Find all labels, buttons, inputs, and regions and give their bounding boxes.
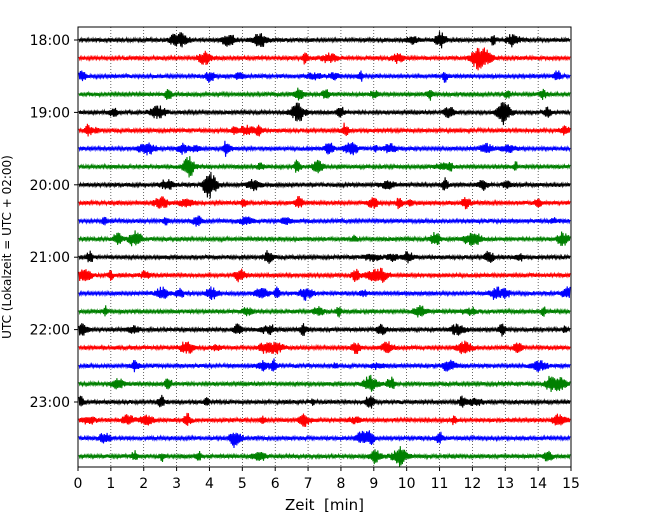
trace-row-1845 [78,87,571,101]
trace-row-2230 [78,358,571,373]
x-tick-label: 9 [369,476,378,492]
trace-row-2300 [78,394,571,409]
trace-row-1945 [78,156,571,178]
y-axis-label: UTC (Lokalzeit = UTC + 02:00) [0,155,14,339]
x-tick-label: 15 [562,476,580,492]
trace-row-2200 [78,323,571,337]
x-tick-label: 8 [336,476,345,492]
y-tick-label: 18:00 [30,33,70,49]
trace-row-1800 [78,31,571,49]
x-tick-label: 13 [496,476,514,492]
plot-frame [77,26,572,468]
x-tick-label: 10 [398,476,416,492]
trace-row-2145 [78,304,571,318]
seismic-traces [78,31,571,467]
x-tick-label: 3 [172,476,181,492]
x-tick-label: 0 [74,476,83,492]
y-tick-label: 23:00 [30,395,70,411]
y-tick-label: 22:00 [30,323,70,339]
trace-row-2130 [78,286,571,301]
x-tick-label: 5 [238,476,247,492]
trace-row-2015 [78,195,571,210]
trace-row-2215 [78,340,571,355]
x-tick-label: 11 [431,476,449,492]
x-axis-ticks: 0 1 2 3 4 5 6 7 8 9 10 11 12 13 14 15 [74,467,580,492]
y-tick-label: 21:00 [30,250,70,266]
x-axis-label: Zeit [min] [285,496,364,514]
trace-row-2245 [78,374,571,393]
x-tick-label: 6 [271,476,280,492]
trace-row-1830 [78,70,571,83]
trace-row-2030 [78,215,571,227]
trace-row-1915 [78,122,571,137]
x-tick-label: 14 [529,476,547,492]
trace-row-2345 [78,446,571,467]
y-tick-label: 19:00 [30,105,70,121]
trace-row-2315 [78,412,571,427]
trace-row-2100 [78,250,571,264]
x-tick-label: 7 [304,476,313,492]
trace-row-1815 [78,47,571,71]
x-tick-label: 12 [463,476,481,492]
trace-row-2045 [78,230,571,247]
y-axis-ticks: 18:00 19:00 20:00 21:00 22:00 23:00 [30,33,78,411]
trace-row-1900 [78,102,571,126]
trace-row-2000 [78,171,571,199]
x-tick-label: 1 [106,476,115,492]
trace-row-2330 [78,430,571,449]
x-tick-label: 4 [205,476,214,492]
grid-lines [110,27,539,467]
x-tick-label: 2 [139,476,148,492]
trace-row-2115 [78,267,571,283]
trace-row-1930 [78,140,571,157]
y-tick-label: 20:00 [30,178,70,194]
